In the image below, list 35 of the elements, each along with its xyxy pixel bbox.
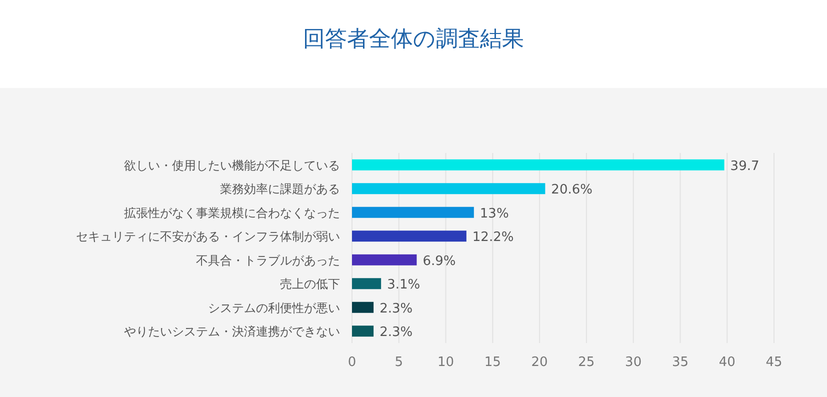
data-label: 2.3% bbox=[380, 301, 413, 316]
x-tick-label: 0 bbox=[348, 355, 356, 370]
bar bbox=[352, 230, 466, 242]
chart-title: 回答者全体の調査結果 bbox=[303, 27, 524, 52]
data-label: 39.7 bbox=[730, 158, 760, 174]
bar bbox=[352, 206, 474, 218]
data-label: 20.6% bbox=[551, 182, 592, 198]
x-tick-label: 40 bbox=[718, 355, 736, 370]
x-tick-label: 30 bbox=[625, 355, 642, 370]
x-tick-label: 45 bbox=[766, 355, 782, 370]
data-label: 3.1% bbox=[387, 278, 420, 293]
x-tick-label: 5 bbox=[394, 355, 404, 370]
bar bbox=[352, 278, 382, 290]
bar bbox=[352, 159, 724, 170]
data-label: 12.2% bbox=[472, 230, 514, 246]
x-tick-label: 15 bbox=[484, 355, 501, 370]
y-tick-label: 拡張性がなく事業規模に合わなくなった bbox=[124, 206, 340, 220]
y-tick-label: セキュリティに不安がある・インフラ体制が弱い bbox=[76, 230, 340, 244]
x-tick-label: 20 bbox=[531, 355, 548, 370]
bar bbox=[352, 183, 546, 194]
data-label: 13% bbox=[480, 206, 509, 222]
y-tick-label: やりたいシステム・決済連携ができない bbox=[124, 324, 340, 339]
data-label: 6.9% bbox=[422, 254, 456, 269]
data-label: 2.3% bbox=[380, 325, 413, 340]
y-tick-label: 不具合・トラブルがあった bbox=[196, 253, 340, 268]
bar bbox=[352, 254, 417, 266]
y-tick-label: 欲しい・使用したい機能が不足している bbox=[124, 158, 340, 172]
x-tick-label: 25 bbox=[578, 355, 595, 370]
bar bbox=[352, 302, 374, 313]
x-tick-label: 10 bbox=[438, 355, 454, 370]
x-tick-label: 35 bbox=[672, 355, 688, 370]
y-tick-label: システムの利便性が悪い bbox=[208, 300, 340, 315]
y-tick-label: 売上の低下 bbox=[280, 277, 340, 292]
y-tick-label: 業務効率に課題がある bbox=[220, 182, 340, 196]
bar bbox=[352, 326, 374, 337]
